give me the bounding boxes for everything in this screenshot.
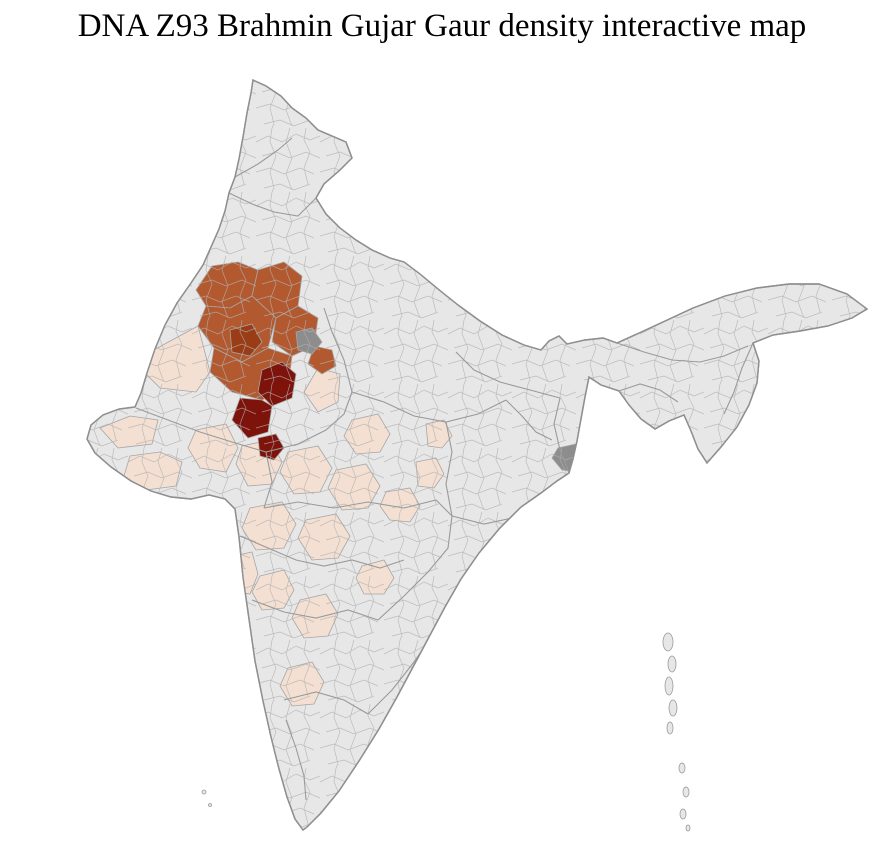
andaman-nicobar-islands[interactable]: [662, 632, 691, 832]
lakshadweep-islands[interactable]: [201, 789, 212, 807]
state-boundaries: [135, 137, 754, 801]
district-boundaries-texture: [87, 80, 867, 830]
page-title: DNA Z93 Brahmin Gujar Gaur density inter…: [77, 8, 807, 44]
